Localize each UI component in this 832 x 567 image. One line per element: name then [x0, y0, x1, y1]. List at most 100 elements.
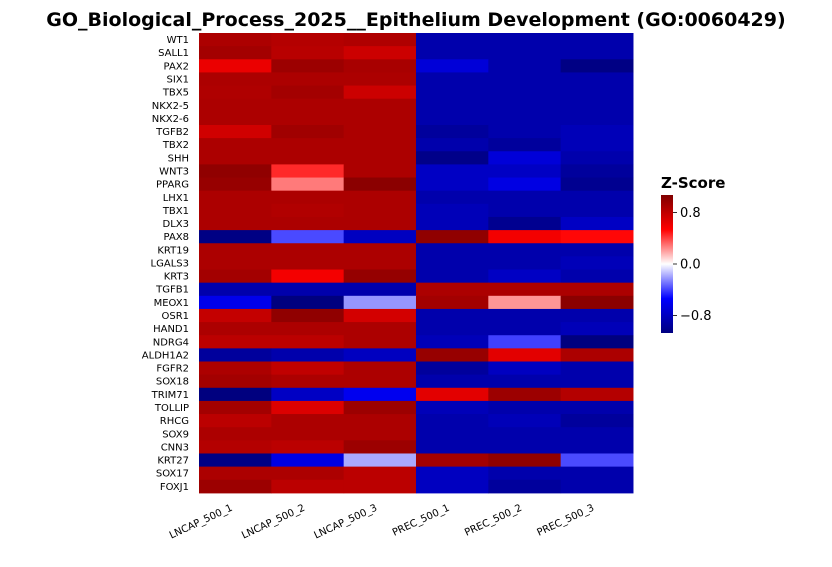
heatmap-cell	[560, 138, 634, 152]
column-labels: LNCAP_500_1 LNCAP_500_2 LNCAP_500_3 PREC_50…	[168, 503, 596, 542]
row-label: TGFB2	[155, 127, 189, 138]
heatmap-cell	[560, 177, 634, 192]
heatmap-cell	[560, 322, 634, 336]
heatmap-cell	[271, 322, 345, 336]
row-label: TOLLIP	[154, 403, 189, 414]
heatmap-cell	[488, 269, 562, 284]
heatmap-cell	[415, 440, 489, 454]
heatmap-cell	[560, 46, 634, 60]
heatmap-cell	[560, 59, 634, 73]
heatmap-cell	[343, 335, 417, 349]
heatmap-cell	[271, 479, 345, 494]
heatmap-cell	[488, 124, 562, 139]
heatmap-cell	[271, 111, 345, 126]
colorbar-gradient	[661, 195, 673, 333]
column-label: LNCAP_500_2	[240, 503, 307, 542]
column-label: PREC_500_2	[463, 503, 524, 539]
heatmap-cell	[488, 46, 562, 60]
heatmap-cell	[415, 427, 489, 441]
row-label: LGALS3	[151, 258, 189, 269]
heatmap-cell	[415, 466, 489, 481]
heatmap-cell	[415, 203, 489, 218]
heatmap-cell	[199, 374, 272, 389]
heatmap-cell	[343, 216, 417, 231]
heatmap-cell	[560, 427, 634, 441]
heatmap-cell	[560, 85, 634, 100]
heatmap-cell	[199, 72, 272, 87]
row-label: TGFB1	[155, 285, 189, 296]
heatmap-cell	[343, 400, 417, 415]
heatmap-cell	[560, 466, 634, 481]
heatmap-cell	[343, 164, 417, 179]
heatmap-cell	[488, 151, 562, 165]
heatmap-cell	[415, 400, 489, 415]
heatmap-cell	[560, 33, 634, 47]
heatmap-cell	[271, 164, 345, 179]
heatmap-cell	[560, 374, 634, 389]
heatmap-cell	[343, 203, 417, 218]
heatmap-cell	[199, 348, 272, 362]
heatmap-cell	[199, 282, 272, 297]
heatmap-cell	[415, 98, 489, 113]
heatmap-cell	[415, 177, 489, 192]
row-label: ALDH1A2	[142, 350, 189, 361]
heatmap-cells	[199, 33, 634, 494]
heatmap-cell	[415, 453, 489, 468]
heatmap-cell	[271, 151, 345, 165]
heatmap-cell	[488, 111, 562, 126]
heatmap-cell	[343, 85, 417, 100]
heatmap-cell	[343, 269, 417, 284]
row-label: WNT3	[159, 166, 189, 177]
heatmap-cell	[199, 98, 272, 113]
heatmap-cell	[415, 72, 489, 87]
heatmap-cell	[488, 164, 562, 179]
row-label: RHCG	[160, 416, 189, 427]
heatmap-cell	[560, 216, 634, 231]
heatmap-cell	[271, 190, 345, 205]
heatmap-cell	[271, 295, 345, 310]
heatmap-cell	[199, 335, 272, 349]
heatmap-cell	[415, 111, 489, 126]
heatmap-cell	[488, 335, 562, 349]
row-label: NDRG4	[153, 337, 189, 348]
heatmap-cell	[415, 361, 489, 376]
heatmap-cell	[488, 243, 562, 257]
heatmap-cell	[271, 269, 345, 284]
heatmap-cell	[488, 59, 562, 73]
heatmap-cell	[560, 151, 634, 165]
heatmap-cell	[560, 479, 634, 494]
heatmap-cell	[271, 138, 345, 152]
heatmap-cell	[488, 453, 562, 468]
heatmap-cell	[415, 479, 489, 494]
heatmap-cell	[488, 295, 562, 310]
heatmap-cell	[488, 374, 562, 389]
heatmap-cell	[271, 414, 345, 428]
heatmap-cell	[199, 138, 272, 152]
heatmap-cell	[488, 85, 562, 100]
row-label: FOXJ1	[160, 482, 189, 493]
row-label: SALL1	[158, 48, 189, 59]
heatmap-cell	[199, 361, 272, 376]
heatmap-cell	[560, 308, 634, 323]
heatmap-cell	[343, 256, 417, 271]
heatmap-cell	[343, 361, 417, 376]
heatmap-cell	[199, 466, 272, 481]
heatmap-cell	[560, 111, 634, 126]
colorbar-label: Z-Score	[661, 174, 725, 192]
heatmap-cell	[343, 124, 417, 139]
row-label: SOX9	[162, 429, 189, 440]
heatmap-cell	[343, 387, 417, 402]
heatmap-cell	[271, 466, 345, 481]
heatmap-cell	[415, 387, 489, 402]
heatmap-cell	[271, 59, 345, 73]
heatmap-cell	[560, 295, 634, 310]
heatmap-cell	[199, 216, 272, 231]
heatmap-cell	[343, 295, 417, 310]
row-label: CNN3	[161, 442, 189, 453]
heatmap-cell	[560, 453, 634, 468]
heatmap-cell	[488, 256, 562, 271]
heatmap-cell	[415, 85, 489, 100]
row-label: TRIM71	[151, 390, 189, 401]
heatmap-cell	[199, 85, 272, 100]
heatmap-cell	[415, 282, 489, 297]
